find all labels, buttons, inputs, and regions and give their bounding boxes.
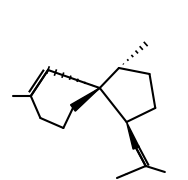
Polygon shape: [127, 122, 139, 149]
Polygon shape: [70, 88, 100, 111]
